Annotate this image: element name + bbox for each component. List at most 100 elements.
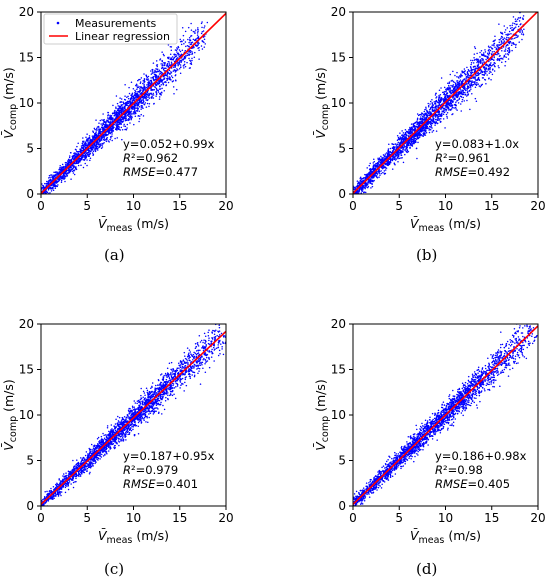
data-point	[91, 139, 94, 142]
data-point	[198, 58, 200, 60]
data-point	[385, 169, 387, 171]
data-point	[110, 121, 112, 124]
data-point	[433, 106, 435, 109]
data-point	[394, 164, 396, 166]
data-point	[161, 65, 164, 67]
data-point	[470, 69, 472, 72]
data-point	[95, 133, 98, 136]
data-point	[176, 68, 178, 70]
data-point	[147, 80, 150, 82]
data-point	[384, 153, 387, 155]
data-point	[418, 122, 421, 125]
data-point	[115, 114, 118, 116]
data-point	[373, 158, 375, 161]
data-point	[482, 52, 485, 54]
data-point	[401, 130, 403, 132]
data-point	[503, 40, 506, 42]
data-point	[364, 173, 366, 176]
data-point	[118, 114, 120, 116]
data-point	[86, 153, 89, 155]
data-point	[128, 109, 130, 112]
data-point	[86, 133, 88, 135]
data-point	[449, 91, 451, 93]
data-point	[55, 171, 57, 173]
data-point	[415, 125, 418, 128]
data-point	[159, 71, 161, 73]
data-point	[366, 167, 368, 169]
data-point	[129, 111, 131, 113]
data-point	[410, 123, 413, 125]
data-point	[488, 77, 490, 80]
data-point	[382, 154, 385, 156]
data-point	[115, 111, 118, 113]
data-point	[410, 129, 412, 131]
data-point	[402, 145, 404, 148]
data-point	[160, 79, 163, 81]
data-point	[60, 179, 63, 182]
data-point	[112, 117, 114, 119]
data-point	[89, 147, 91, 150]
data-point	[132, 97, 134, 100]
data-point	[153, 103, 155, 105]
data-point	[508, 48, 510, 50]
data-point	[383, 155, 385, 157]
data-point	[156, 82, 158, 84]
data-point	[476, 68, 478, 70]
data-point	[68, 171, 71, 174]
data-point	[432, 129, 435, 132]
data-point	[385, 163, 388, 165]
data-point	[451, 104, 454, 107]
data-point	[162, 79, 164, 81]
data-point	[509, 40, 512, 43]
data-point	[168, 76, 171, 78]
data-point	[439, 104, 441, 107]
data-point	[383, 170, 386, 172]
data-point	[171, 76, 174, 79]
data-point	[399, 136, 401, 138]
data-point	[127, 95, 129, 98]
data-point	[138, 100, 141, 102]
data-point	[377, 158, 380, 161]
data-point	[59, 175, 62, 178]
data-point	[194, 51, 196, 54]
data-point	[479, 61, 482, 63]
data-point	[413, 135, 415, 138]
data-point	[115, 123, 117, 125]
data-point	[145, 75, 148, 78]
data-point	[474, 86, 477, 88]
data-point	[138, 94, 140, 96]
data-point	[186, 54, 189, 57]
data-point	[395, 143, 397, 145]
data-point	[108, 131, 110, 133]
data-point	[402, 148, 404, 150]
data-point	[57, 178, 60, 181]
data-point	[448, 82, 451, 84]
data-point	[473, 68, 475, 70]
data-point	[104, 124, 107, 126]
data-point	[115, 95, 118, 97]
data-point	[501, 33, 504, 35]
data-point	[498, 55, 501, 57]
data-point	[124, 125, 127, 128]
data-point	[59, 170, 61, 173]
data-point	[95, 141, 98, 144]
data-point	[163, 78, 165, 80]
data-point	[432, 116, 434, 118]
data-point	[496, 53, 498, 56]
data-point	[521, 8, 523, 10]
data-point	[508, 46, 510, 49]
data-point	[92, 131, 95, 134]
data-point	[197, 30, 199, 33]
data-point	[110, 137, 112, 139]
data-point	[131, 95, 134, 98]
data-point	[118, 106, 121, 108]
data-point	[402, 151, 404, 153]
data-point	[143, 83, 145, 85]
data-point	[133, 123, 135, 126]
data-point	[466, 91, 469, 94]
data-point	[416, 113, 419, 115]
data-point	[51, 175, 54, 177]
data-point	[450, 84, 452, 87]
data-point	[137, 101, 139, 103]
